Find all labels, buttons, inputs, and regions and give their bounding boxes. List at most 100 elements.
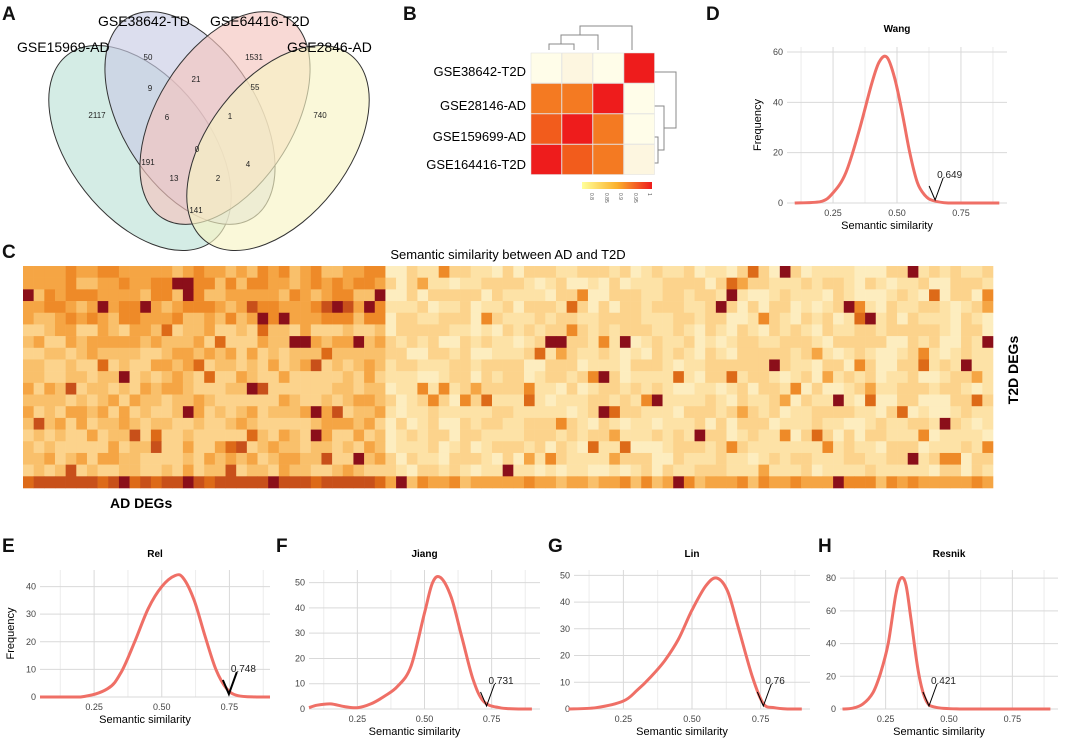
heatmap-c-cell [428, 394, 440, 407]
heatmap-c-cell [300, 476, 312, 489]
heatmap-c-cell [118, 394, 130, 407]
heatmap-c-cell [577, 324, 589, 337]
heatmap-c-cell [428, 429, 440, 442]
heatmap-c-cell [257, 347, 269, 360]
heatmap-c-cell [705, 429, 717, 442]
heatmap-c-cell [438, 277, 450, 290]
heatmap-c-cell [97, 406, 109, 419]
heatmap-b-cell [561, 144, 593, 175]
heatmap-c-cell [140, 382, 152, 395]
heatmap-c-cell [790, 429, 802, 442]
heatmap-c-cell [737, 406, 749, 419]
heatmap-c-cell [396, 277, 408, 290]
heatmap-c-cell [865, 347, 877, 360]
heatmap-c-cell [939, 371, 951, 384]
heatmap-c-cell [513, 452, 525, 465]
heatmap-c-cell [545, 476, 557, 489]
heatmap-c-cell [801, 452, 813, 465]
heatmap-c-cell [86, 406, 98, 419]
heatmap-c-cell [534, 277, 546, 290]
heatmap-c-cell [428, 336, 440, 349]
heatmap-c-cell [555, 312, 567, 325]
marker-arrow [922, 683, 938, 708]
heatmap-c-cell [897, 441, 909, 454]
heatmap-c-cell [726, 406, 738, 419]
heatmap-c-cell [950, 406, 962, 419]
heatmap-c-cell [566, 441, 578, 454]
heatmap-c-cell [598, 301, 610, 314]
heatmap-b-cell [592, 83, 624, 114]
heatmap-c-cell [811, 266, 823, 278]
heatmap-c-cell [289, 312, 301, 325]
heatmap-c-cell [257, 336, 269, 349]
heatmap-c-cell [939, 312, 951, 325]
heatmap-c-cell [417, 476, 429, 489]
heatmap-c-cell [705, 371, 717, 384]
legend-tick: 0.9 [617, 193, 623, 200]
marker-arrow [756, 683, 772, 708]
heatmap-c-cell [875, 289, 887, 302]
heatmap-c-cell [129, 336, 141, 349]
heatmap-c-cell [726, 289, 738, 302]
heatmap-c-cell [108, 382, 120, 395]
heatmap-c-cell [460, 429, 471, 442]
heatmap-c-cell [523, 429, 535, 442]
heatmap-c-cell [737, 382, 749, 395]
heatmap-c-cell [694, 324, 706, 337]
heatmap-c-cell [204, 312, 216, 325]
x-axis-label: Semantic similarity [636, 726, 728, 738]
heatmap-c-cell [300, 301, 312, 314]
heatmap-c-cell [843, 452, 855, 465]
heatmap-c-cell [790, 382, 802, 395]
heatmap-c-cell [374, 394, 386, 407]
heatmap-c-cell [385, 452, 397, 465]
heatmap-c-cell [65, 289, 77, 302]
heatmap-c-cell [492, 324, 503, 337]
heatmap-c-cell [182, 476, 194, 489]
heatmap-c-cell [97, 441, 109, 454]
heatmap-c-cell [428, 382, 440, 395]
heatmap-c-cell [268, 394, 280, 407]
heatmap-c-cell [108, 464, 120, 477]
heatmap-c-cell [44, 301, 56, 314]
heatmap-c-cell [86, 301, 98, 314]
heatmap-c-cell [23, 347, 34, 360]
heatmap-c-cell [705, 289, 717, 302]
heatmap-c-cell [566, 301, 578, 314]
heatmap-c-cell [449, 312, 461, 325]
heatmap-c-cell [854, 417, 866, 430]
heatmap-b-cell [530, 52, 562, 84]
heatmap-c-cell [886, 429, 898, 442]
heatmap-c-cell [54, 394, 66, 407]
heatmap-c-cell [950, 476, 962, 489]
heatmap-c-cell [907, 452, 919, 465]
heatmap-c-cell [54, 359, 66, 372]
heatmap-c-cell [673, 289, 685, 302]
heatmap-c-cell [854, 277, 866, 290]
heatmap-c-cell [150, 406, 162, 419]
heatmap-c-cell [886, 324, 898, 337]
heatmap-c-cell [758, 324, 770, 337]
heatmap-c-cell [449, 464, 461, 477]
heatmap-c-cell [118, 476, 130, 489]
heatmap-c-cell [918, 371, 930, 384]
marker-label: 0.76 [765, 676, 785, 687]
heatmap-c-cell [44, 394, 56, 407]
heatmap-c-cell [747, 394, 759, 407]
heatmap-c-cell [300, 382, 312, 395]
heatmap-c-cell [598, 441, 610, 454]
heatmap-c-cell [321, 429, 333, 442]
heatmap-c-cell [651, 336, 663, 349]
heatmap-c-cell [619, 324, 631, 337]
heatmap-c-cell [140, 289, 152, 302]
heatmap-c-cell [971, 324, 983, 337]
heatmap-c-cell [715, 464, 727, 477]
marker-label: 0.748 [231, 664, 256, 675]
heatmap-c-cell [801, 464, 813, 477]
heatmap-c-cell [939, 289, 951, 302]
heatmap-c-cell [843, 312, 855, 325]
heatmap-c-cell [854, 476, 866, 489]
heatmap-c-cell [630, 277, 642, 290]
heatmap-c-cell [598, 417, 610, 430]
